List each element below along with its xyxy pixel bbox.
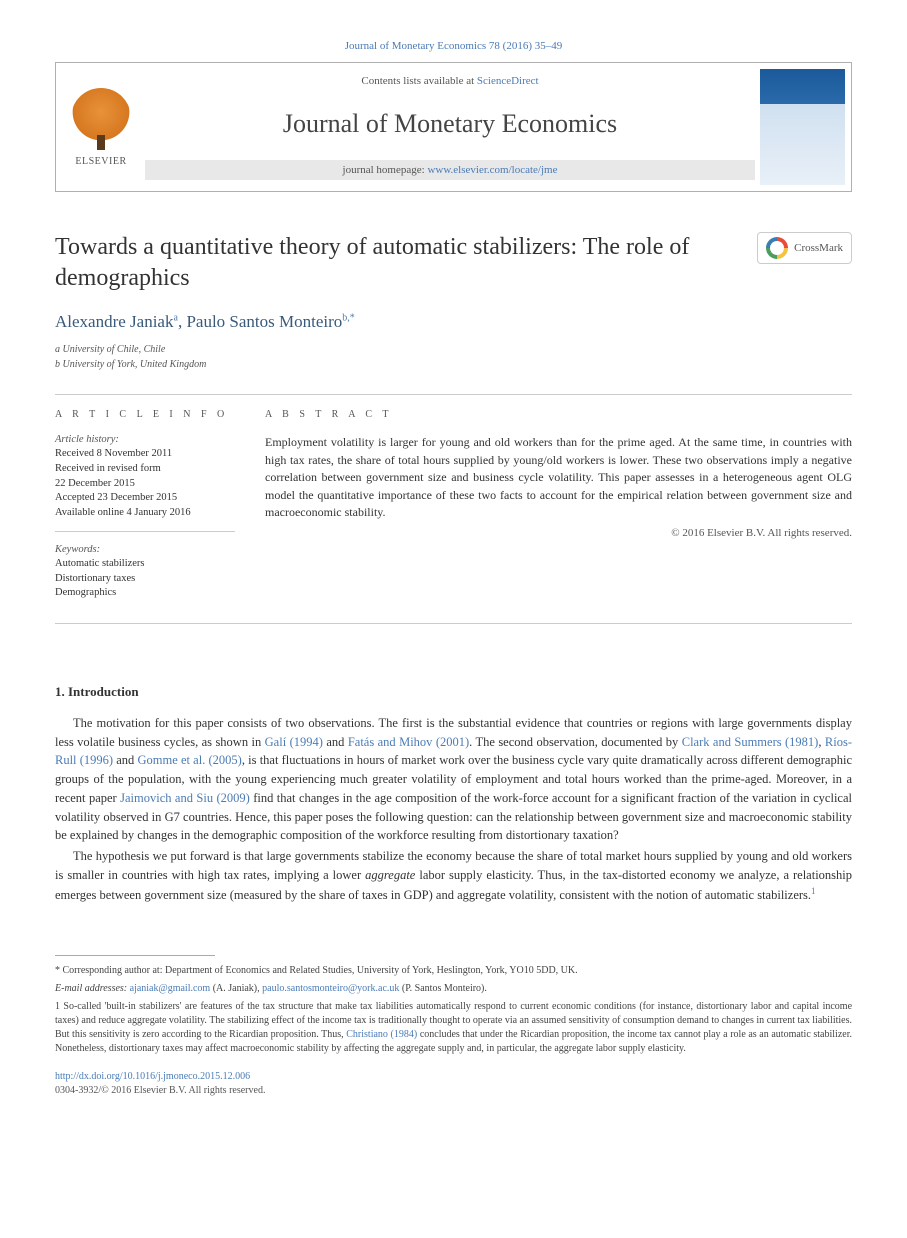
text-span: . The second observation, documented by: [469, 735, 682, 749]
doi-link[interactable]: http://dx.doi.org/10.1016/j.jmoneco.2015…: [55, 1071, 250, 1082]
contents-line: Contents lists available at ScienceDirec…: [146, 75, 754, 87]
issn-copyright: 0304-3932/© 2016 Elsevier B.V. All right…: [55, 1085, 265, 1096]
homepage-line: journal homepage: www.elsevier.com/locat…: [145, 160, 755, 180]
crossmark-badge[interactable]: CrossMark: [757, 232, 852, 264]
divider: [55, 394, 852, 395]
author-1: Alexandre Janiak: [55, 312, 173, 331]
abstract-heading: A B S T R A C T: [265, 409, 852, 420]
history-line: Received 8 November 2011: [55, 447, 235, 462]
footnote-1: 1 So-called 'built-in stabilizers' are f…: [55, 1000, 852, 1056]
corr-marker: *: [55, 965, 63, 976]
citation-link[interactable]: Gomme et al. (2005): [138, 753, 242, 767]
keyword: Distortionary taxes: [55, 572, 235, 587]
journal-name: Journal of Monetary Economics: [146, 109, 754, 139]
email-who: (P. Santos Monteiro).: [399, 983, 487, 994]
abstract-text: Employment volatility is larger for youn…: [265, 434, 852, 521]
citation-link[interactable]: Jaimovich and Siu (2009): [120, 791, 250, 805]
article-history-block: Article history: Received 8 November 201…: [55, 434, 235, 531]
affiliation-a: a University of Chile, Chile: [55, 342, 852, 357]
article-info: A R T I C L E I N F O Article history: R…: [55, 409, 235, 601]
citation-link[interactable]: Fatás and Mihov (2001): [348, 735, 469, 749]
crossmark-label: CrossMark: [794, 242, 843, 254]
citation-link[interactable]: Galí (1994): [265, 735, 323, 749]
keyword: Automatic stabilizers: [55, 557, 235, 572]
email-label: E-mail addresses:: [55, 983, 130, 994]
sciencedirect-link[interactable]: ScienceDirect: [477, 75, 539, 87]
abstract: A B S T R A C T Employment volatility is…: [265, 409, 852, 601]
footnotes-divider: [55, 955, 215, 956]
email-link[interactable]: paulo.santosmonteiro@york.ac.uk: [262, 983, 399, 994]
journal-header: ELSEVIER Contents lists available at Sci…: [55, 62, 852, 192]
homepage-link[interactable]: www.elsevier.com/locate/jme: [427, 164, 557, 176]
author-2: Paulo Santos Monteiro: [186, 312, 342, 331]
authors: Alexandre Janiaka, Paulo Santos Monteiro…: [55, 312, 852, 332]
corresponding-author-note: * Corresponding author at: Department of…: [55, 964, 852, 978]
keywords-block: Keywords: Automatic stabilizers Distorti…: [55, 544, 235, 601]
page-footer: http://dx.doi.org/10.1016/j.jmoneco.2015…: [55, 1070, 852, 1098]
page-root: Journal of Monetary Economics 78 (2016) …: [0, 0, 907, 1128]
keywords-label: Keywords:: [55, 544, 235, 555]
elsevier-tree-icon: [71, 88, 131, 148]
journal-cover-thumbnail[interactable]: [760, 69, 845, 185]
history-line: Accepted 23 December 2015: [55, 491, 235, 506]
publisher-name: ELSEVIER: [75, 156, 126, 167]
contents-prefix: Contents lists available at: [361, 75, 476, 87]
publisher-logo[interactable]: ELSEVIER: [56, 63, 146, 191]
text-span: and: [113, 753, 137, 767]
corr-text: Corresponding author at: Department of E…: [63, 965, 578, 976]
crossmark-icon: [766, 237, 788, 259]
author-1-affil: a: [173, 313, 177, 324]
article-info-heading: A R T I C L E I N F O: [55, 409, 235, 420]
section-heading-intro: 1. Introduction: [55, 684, 852, 700]
author-2-affil: b,: [342, 313, 350, 324]
email-who: (A. Janiak),: [210, 983, 262, 994]
abstract-copyright: © 2016 Elsevier B.V. All rights reserved…: [265, 527, 852, 539]
affiliation-b: b University of York, United Kingdom: [55, 357, 852, 372]
divider: [55, 623, 852, 624]
author-2-corr: *: [350, 313, 355, 324]
title-row: Towards a quantitative theory of automat…: [55, 232, 852, 294]
history-line: 22 December 2015: [55, 477, 235, 492]
article-title: Towards a quantitative theory of automat…: [55, 232, 757, 294]
email-note: E-mail addresses: ajaniak@gmail.com (A. …: [55, 982, 852, 996]
history-line: Available online 4 January 2016: [55, 506, 235, 521]
citation-line: Journal of Monetary Economics 78 (2016) …: [55, 40, 852, 52]
body-paragraph: The hypothesis we put forward is that la…: [55, 847, 852, 904]
text-span: and: [323, 735, 348, 749]
info-abstract-row: A R T I C L E I N F O Article history: R…: [55, 409, 852, 601]
history-line: Received in revised form: [55, 462, 235, 477]
citation-link[interactable]: Christiano (1984): [346, 1029, 417, 1040]
keyword: Demographics: [55, 586, 235, 601]
footnote-ref[interactable]: 1: [811, 886, 816, 896]
emphasis: aggregate: [365, 868, 415, 882]
history-label: Article history:: [55, 434, 235, 445]
affiliations: a University of Chile, Chile b Universit…: [55, 342, 852, 372]
citation-link[interactable]: Clark and Summers (1981): [682, 735, 819, 749]
email-link[interactable]: ajaniak@gmail.com: [130, 983, 211, 994]
body-paragraph: The motivation for this paper consists o…: [55, 714, 852, 845]
header-center: Contents lists available at ScienceDirec…: [146, 63, 754, 191]
homepage-prefix: journal homepage:: [343, 164, 428, 176]
